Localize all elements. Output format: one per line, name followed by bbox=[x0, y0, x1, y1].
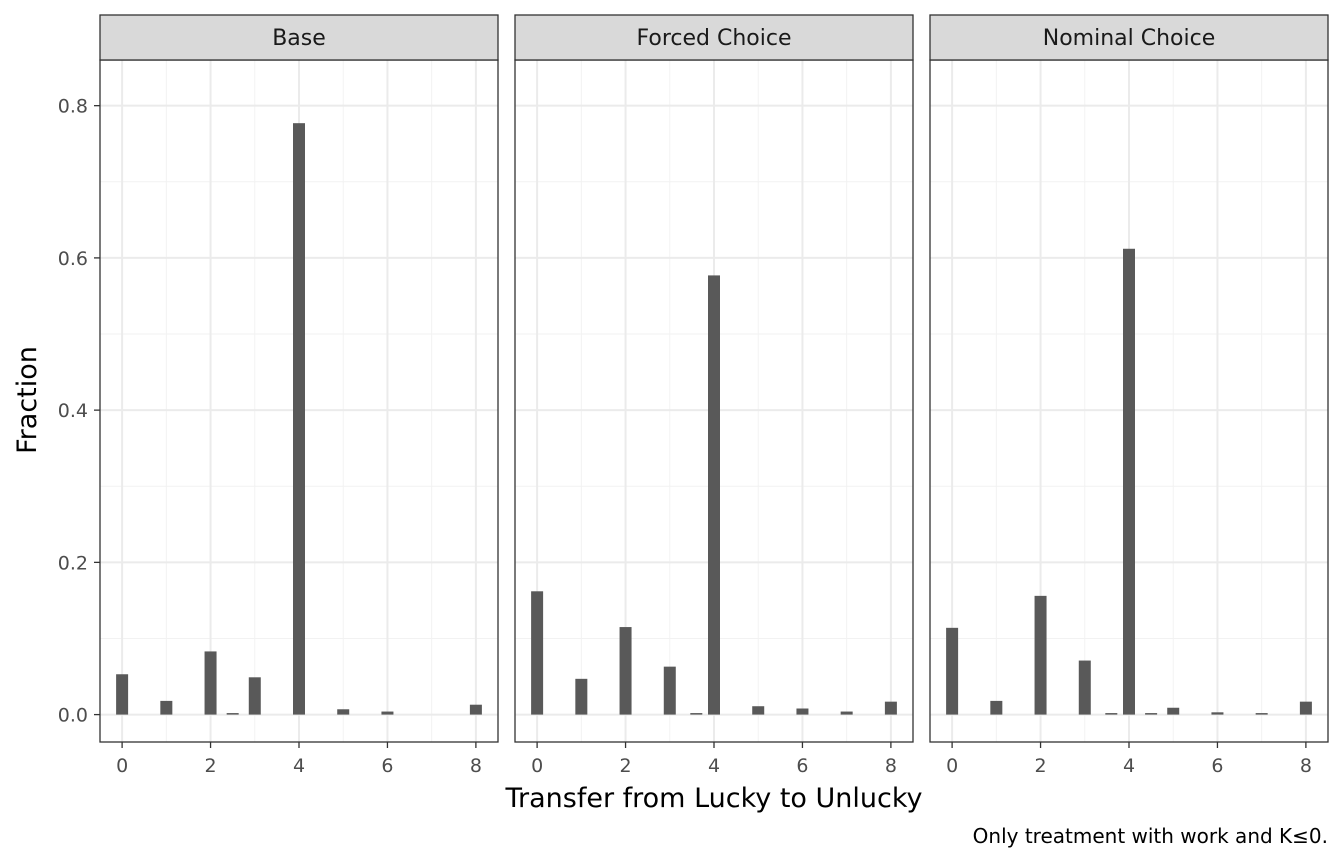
bar bbox=[1255, 713, 1268, 715]
x-tick-label: 8 bbox=[1300, 755, 1312, 777]
y-tick-label: 0.4 bbox=[58, 400, 88, 422]
y-axis: 0.0 0.2 0.4 0.6 0.8 bbox=[58, 96, 100, 727]
bar bbox=[381, 711, 394, 715]
x-tick-label: 6 bbox=[381, 755, 393, 777]
bar bbox=[293, 123, 305, 715]
bar bbox=[796, 708, 809, 715]
x-tick-label: 6 bbox=[796, 755, 808, 777]
bar bbox=[116, 674, 129, 715]
x-tick-label: 4 bbox=[708, 755, 720, 777]
chart-caption: Only treatment with work and K≤0. bbox=[973, 824, 1328, 848]
x-axis-title: Transfer from Lucky to Unlucky bbox=[505, 783, 923, 814]
bar bbox=[708, 275, 720, 715]
y-tick-label: 0.8 bbox=[58, 96, 88, 118]
y-tick-label: 0.6 bbox=[58, 248, 88, 270]
panel-2: Nominal Choice 0 2 4 6 8 bbox=[929, 14, 1329, 777]
panel-0: Base 0 2 4 6 8 bbox=[99, 14, 499, 777]
facet-strip-label: Forced Choice bbox=[637, 26, 792, 51]
y-tick-label: 0.0 bbox=[58, 705, 88, 727]
x-tick-label: 0 bbox=[531, 755, 543, 777]
bar bbox=[160, 700, 173, 715]
bar bbox=[690, 713, 703, 715]
bar bbox=[1123, 248, 1135, 715]
bar bbox=[619, 627, 632, 715]
y-tick-label: 0.2 bbox=[58, 552, 88, 574]
bar bbox=[226, 713, 239, 715]
x-tick-label: 2 bbox=[620, 755, 632, 777]
bar bbox=[1145, 713, 1158, 715]
x-tick-label: 0 bbox=[116, 755, 128, 777]
facet-strip bbox=[514, 14, 914, 61]
bar bbox=[840, 711, 853, 715]
x-tick-label: 8 bbox=[470, 755, 482, 777]
bar bbox=[1105, 713, 1118, 715]
x-tick-label: 4 bbox=[1123, 755, 1135, 777]
bar bbox=[752, 706, 765, 715]
facet-strip-label: Base bbox=[272, 26, 326, 51]
bar bbox=[575, 678, 588, 715]
bar bbox=[469, 704, 482, 715]
panel-1: Forced Choice 0 2 4 6 8 bbox=[514, 14, 914, 777]
x-tick-label: 0 bbox=[946, 755, 958, 777]
x-tick-label: 2 bbox=[1035, 755, 1047, 777]
bar bbox=[946, 627, 959, 715]
bar bbox=[990, 700, 1003, 715]
facet-strip bbox=[929, 14, 1329, 61]
x-tick-label: 8 bbox=[885, 755, 897, 777]
x-tick-label: 6 bbox=[1211, 755, 1223, 777]
y-axis-title: Fraction bbox=[12, 346, 43, 454]
bar bbox=[884, 701, 897, 715]
x-tick-label: 4 bbox=[293, 755, 305, 777]
bar bbox=[1167, 707, 1180, 715]
bar bbox=[1299, 701, 1312, 715]
bar bbox=[531, 591, 544, 715]
facet-strip bbox=[99, 14, 499, 61]
bar bbox=[1211, 712, 1224, 715]
facet-strip-label: Nominal Choice bbox=[1043, 26, 1216, 51]
bar bbox=[1078, 660, 1091, 715]
bar bbox=[337, 709, 350, 715]
bar bbox=[248, 677, 261, 715]
bar bbox=[1034, 595, 1047, 715]
bar bbox=[204, 651, 217, 715]
bar bbox=[663, 666, 676, 715]
x-tick-label: 2 bbox=[205, 755, 217, 777]
